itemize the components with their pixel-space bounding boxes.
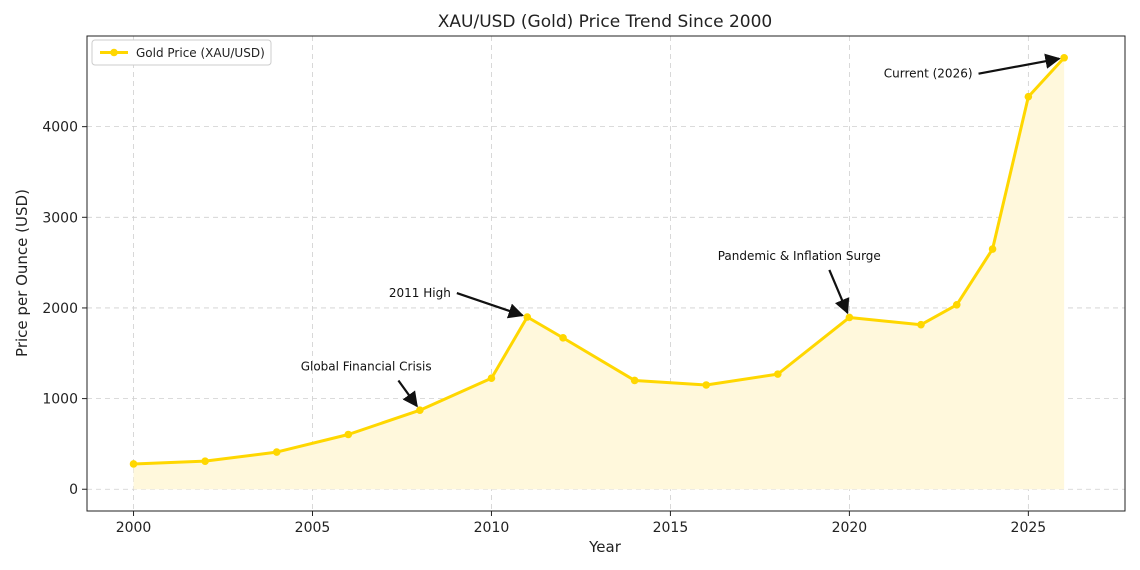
legend-box <box>91 39 272 66</box>
data-point <box>201 457 209 465</box>
annotation-arrow <box>828 269 850 315</box>
annotation-arrow <box>978 53 1061 75</box>
x-tick-label: 2010 <box>474 520 510 536</box>
data-point <box>1024 92 1033 101</box>
chart-title: XAU/USD (Gold) Price Trend Since 2000 <box>438 12 773 32</box>
axes-layer: 2000 2005 2010 2015 2020 2025 0 1000 2000 3000 400… <box>42 35 1126 536</box>
y-tick-label: 1000 <box>42 392 78 408</box>
data-point <box>487 374 496 382</box>
legend-marker-swatch <box>110 48 118 57</box>
data-point <box>630 376 639 385</box>
x-tick-label: 2025 <box>1011 520 1047 536</box>
annotation-arrow <box>456 292 524 319</box>
data-point <box>917 320 925 329</box>
annotation-label: Global Financial Crisis <box>301 359 432 373</box>
data-point <box>702 381 711 389</box>
legend-label: Gold Price (XAU/USD) <box>136 46 265 60</box>
data-point <box>344 430 353 439</box>
y-axis-title: Price per Ounce (USD) <box>13 189 31 357</box>
annotation-arrow <box>397 379 418 408</box>
annotation-label: 2011 High <box>389 286 451 300</box>
x-tick-label: 2000 <box>116 520 152 536</box>
annotation-layer: Global Financial Crisis 2011 High Pandemic… <box>301 53 1061 408</box>
data-point <box>129 460 138 468</box>
data-point <box>272 448 281 456</box>
fill-layer <box>133 57 1065 490</box>
data-point <box>988 245 997 253</box>
data-point <box>523 313 532 321</box>
data-point <box>774 370 782 378</box>
y-tick-label: 3000 <box>42 210 78 226</box>
x-tick-label: 2005 <box>295 520 331 536</box>
data-point <box>1060 53 1068 62</box>
line-layer <box>129 53 1068 468</box>
y-tick-label: 0 <box>69 482 78 498</box>
y-tick-label: 2000 <box>42 301 78 317</box>
annotation-label: Current (2026) <box>884 67 973 81</box>
plot-frame <box>86 35 1126 512</box>
data-point <box>845 313 854 322</box>
x-tick-label: 2015 <box>653 520 689 536</box>
legend: Gold Price (XAU/USD) <box>91 39 272 66</box>
data-point <box>559 334 567 342</box>
annotation-label: Pandemic & Inflation Surge <box>718 249 881 263</box>
data-point <box>952 300 961 309</box>
y-tick-label: 4000 <box>42 120 78 136</box>
x-axis-title: Year <box>588 538 622 556</box>
x-tick-label: 2020 <box>832 520 868 536</box>
area-fill <box>133 57 1065 490</box>
data-point <box>416 406 424 414</box>
